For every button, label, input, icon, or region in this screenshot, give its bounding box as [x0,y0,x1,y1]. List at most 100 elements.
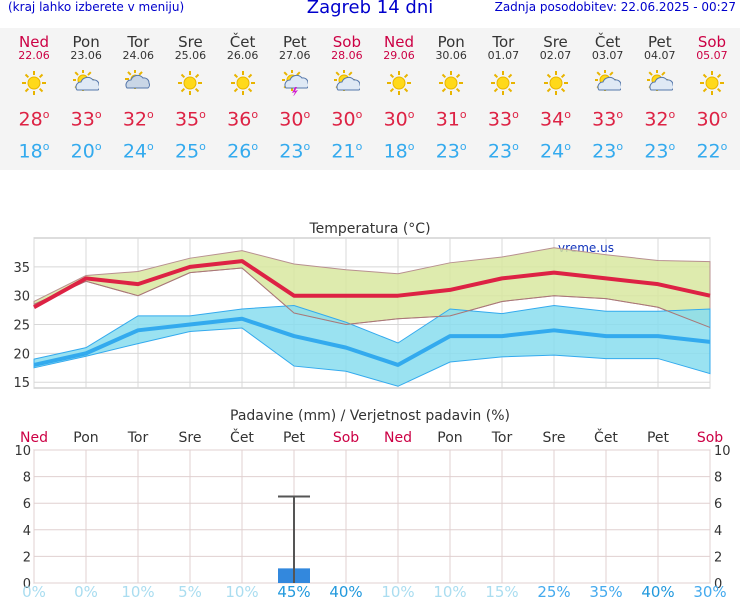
precip-probability-label: 25% [537,583,570,600]
precip-y-tick-label-right: 0 [714,577,722,592]
max-temp: 32o [644,108,676,131]
precip-day-label: Ned [384,430,412,446]
temperature-chart-title: Temperatura (°C) [308,221,430,237]
precip-y-tick-label-right: 8 [714,471,722,486]
day-date: 25.06 [174,49,207,62]
day-forecast: Pon 30.06 31o 23o [425,28,477,163]
precip-day-label: Sob [697,430,723,446]
day-date: 02.07 [539,49,572,62]
precip-y-tick-label-left: 4 [23,524,31,539]
precip-y-tick-label-left: 2 [23,550,31,565]
min-temp: 23o [279,140,311,163]
precip-probability-label: 30% [693,583,726,600]
precip-y-tick-label-right: 4 [714,524,722,539]
day-date: 04.07 [644,49,676,62]
precip-y-tick-label-left: 0 [23,577,31,592]
day-forecast: Čet 26.06 36o 26o [217,28,269,163]
min-temp-range-band [33,304,711,387]
day-date: 24.06 [122,49,155,62]
precip-probability-label: 10% [121,583,154,600]
precip-day-label: Čet [594,428,618,446]
max-temp: 33o [487,108,519,131]
sun-icon [425,70,477,96]
day-name: Pon [437,33,465,51]
sun-icon [477,70,529,96]
precip-y-tick-label-right: 2 [714,550,722,565]
precip-y-tick-label-right: 10 [714,444,731,459]
precip-day-label: Sre [543,430,566,446]
max-temp: 30o [383,108,415,131]
max-temp: 32o [122,108,154,131]
max-temp: 30o [696,108,728,131]
day-date: 28.06 [331,49,363,62]
max-temp: 34o [540,108,571,131]
day-forecast: Ned 22.06 28o 18o [8,28,60,163]
day-date: 03.07 [591,49,624,62]
day-forecast: Tor 24.06 32o 24o [112,28,164,163]
precip-day-label: Tor [491,430,513,446]
thunderstorm-icon [269,70,321,96]
min-temp: 25o [174,140,206,163]
max-temp: 31o [435,108,467,131]
max-temp: 30o [331,108,363,131]
min-temp: 24o [540,140,571,163]
precip-probability-label: 35% [589,583,622,600]
min-temp: 24o [122,140,154,163]
day-forecast: Sre 02.07 34o 24o [530,28,582,163]
min-temp: 18o [383,140,415,163]
precip-y-tick-label-right: 6 [714,497,722,512]
sun-cloud-icon [582,70,634,96]
day-name: Pet [647,33,672,51]
partly-cloudy-icon [112,70,164,96]
day-date: 01.07 [487,49,520,62]
precip-day-label: Pet [647,430,670,446]
day-forecast: Pet 27.06 30o 23o [269,28,321,163]
precip-probability-label: 40% [329,583,362,600]
day-date: 05.07 [696,49,728,62]
max-temp-low-line [33,267,711,328]
precip-probability-label: 10% [433,583,466,600]
precip-probability-label: 45% [277,583,310,600]
max-temp: 33o [70,108,102,131]
max-temp: 28o [18,108,50,131]
day-name: Ned [384,33,415,51]
max-temp: 36o [227,108,259,131]
precip-day-label: Ned [20,430,48,446]
day-name: Čet [229,33,256,51]
page-title: Zagreb 14 dni [306,0,434,18]
day-forecast: Tor 01.07 33o 23o [477,28,529,163]
precip-day-label: Pet [283,430,306,446]
sun-cloud-icon [634,70,686,96]
temp-y-tick-label: 30 [13,290,30,305]
min-temp: 20o [70,140,102,163]
precipitation-chart-title: Padavine (mm) / Verjetnost padavin (%) [230,408,510,424]
precip-probability-label: 5% [178,583,202,600]
min-temp-line [33,316,711,367]
day-forecast: Pet 04.07 32o 23o [634,28,686,163]
day-name: Pet [282,33,307,51]
temp-y-tick-label: 20 [13,347,30,362]
day-name: Tor [127,33,150,51]
daily-forecast-strip: Ned 22.06 28o 18o Pon 23.06 33o 20o Tor 24.06 32o 2… [0,28,740,170]
precip-probability-label: 10% [225,583,258,600]
day-date: 27.06 [279,49,311,62]
day-date: 29.06 [383,49,415,62]
day-forecast: Čet 03.07 33o 23o [582,28,634,163]
min-temp: 18o [18,140,50,163]
day-name: Pon [72,33,100,51]
precip-day-label: Pon [73,430,98,446]
day-name: Tor [492,33,515,51]
precip-day-label: Sob [333,430,359,446]
sun-icon [530,70,582,96]
precip-y-tick-label-left: 6 [23,497,31,512]
precip-day-label: Tor [127,430,149,446]
day-name: Ned [19,33,49,51]
day-forecast: Sre 25.06 35o 25o [164,28,216,163]
day-name: Sob [332,33,361,51]
max-temp: 35o [174,108,206,131]
precip-y-tick-label-left: 8 [23,471,31,486]
precip-probability-label: 0% [74,583,98,600]
min-temp: 23o [435,140,467,163]
temp-y-tick-label: 15 [13,376,30,391]
